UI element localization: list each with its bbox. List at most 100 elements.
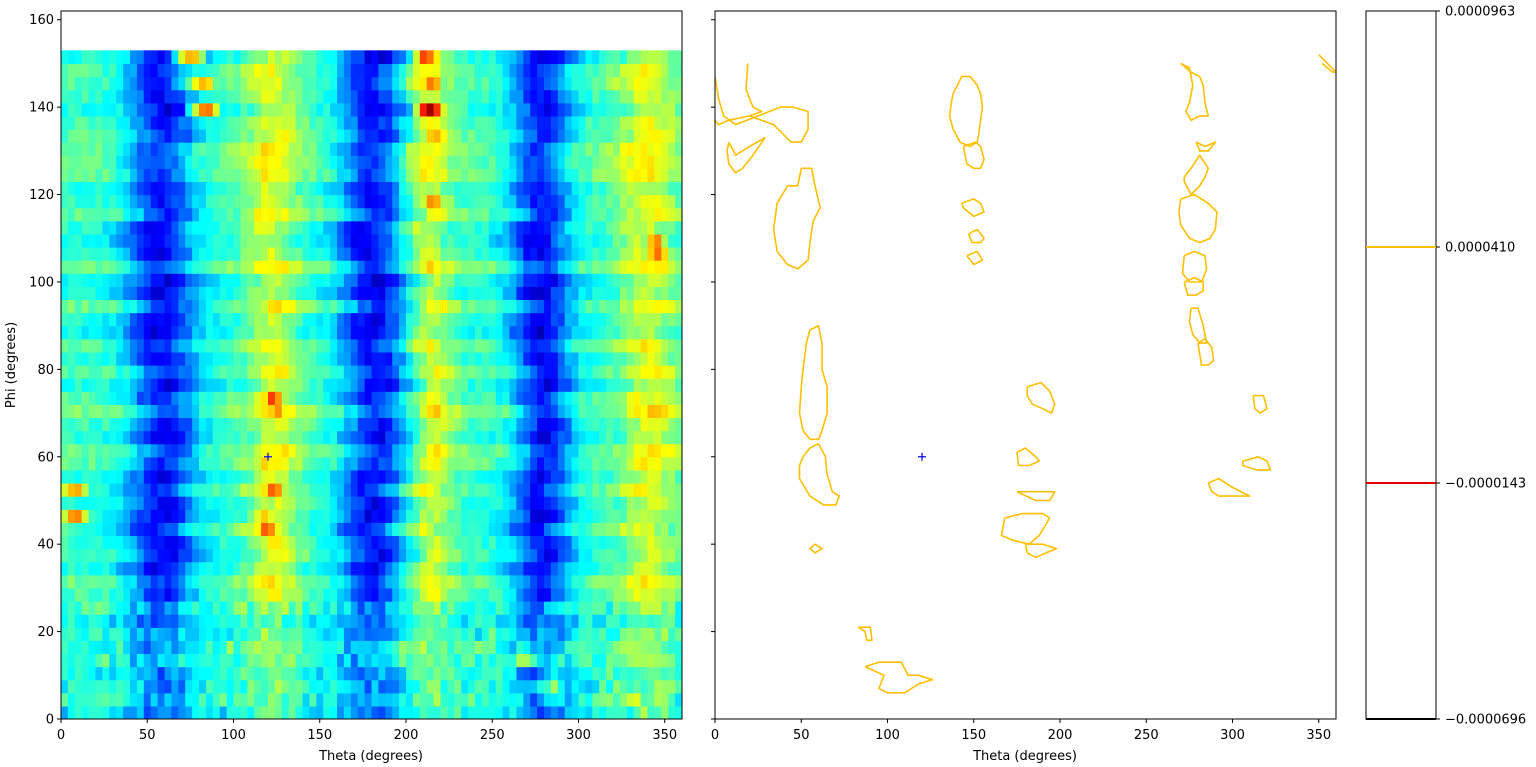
heatmap-cell <box>661 286 669 301</box>
heatmap-cell <box>143 168 152 183</box>
heatmap-cell <box>537 168 545 183</box>
heatmap-cell <box>205 640 214 655</box>
heatmap-cell <box>550 496 559 510</box>
heatmap-cell <box>343 404 352 419</box>
heatmap-cell <box>123 509 131 523</box>
heatmap-cell <box>564 509 573 523</box>
heatmap-cell <box>67 312 76 327</box>
heatmap-cell <box>109 365 117 379</box>
heatmap-cell <box>337 483 345 497</box>
heatmap-cell <box>330 456 338 471</box>
heatmap-cell <box>205 63 214 78</box>
heatmap-cell <box>212 63 221 78</box>
heatmap-cell <box>74 443 83 458</box>
heatmap-cell <box>247 102 255 117</box>
heatmap-cell <box>454 509 462 523</box>
heatmap-cell <box>337 666 345 681</box>
heatmap-cell <box>619 286 628 301</box>
heatmap-cell <box>440 207 448 222</box>
heatmap-cell <box>330 168 338 183</box>
heatmap-cell <box>516 561 524 576</box>
heatmap-cell <box>226 299 235 314</box>
heatmap-cell <box>661 496 669 510</box>
heatmap-cell <box>88 509 97 523</box>
heatmap-cell <box>481 509 490 523</box>
heatmap-cell <box>136 587 145 602</box>
heatmap-cell <box>274 430 283 445</box>
heatmap-cell <box>613 233 621 248</box>
heatmap-cell <box>619 181 628 196</box>
heatmap-cell <box>130 483 138 497</box>
heatmap-cell <box>357 627 366 641</box>
heatmap-cell <box>343 496 352 510</box>
heatmap-cell <box>564 430 573 445</box>
heatmap-cell <box>606 299 614 314</box>
heatmap-cell <box>495 168 504 183</box>
heatmap-cell <box>516 522 524 537</box>
heatmap-cell <box>102 417 110 432</box>
heatmap-cell <box>205 50 214 65</box>
heatmap-cell <box>302 181 310 196</box>
heatmap-cell <box>406 692 414 707</box>
heatmap-cell <box>261 325 269 340</box>
heatmap-cell <box>412 155 421 169</box>
heatmap-cell <box>461 614 469 628</box>
heatmap-cell <box>350 496 359 510</box>
heatmap-cell <box>378 89 386 104</box>
heatmap-cell <box>488 338 497 353</box>
heatmap-cell <box>392 509 400 523</box>
heatmap-cell <box>571 522 580 537</box>
heatmap-cell <box>661 640 669 655</box>
heatmap-cell <box>261 404 269 419</box>
heatmap-cell <box>550 194 559 209</box>
heatmap-cell <box>143 430 152 445</box>
heatmap-cell <box>143 89 152 104</box>
heatmap-cell <box>274 273 283 287</box>
heatmap-cell <box>550 129 559 143</box>
heatmap-cell <box>95 522 103 537</box>
heatmap-cell <box>150 299 159 314</box>
heatmap-cell <box>599 299 607 314</box>
heatmap-cell <box>288 548 297 563</box>
heatmap-cell <box>219 168 228 183</box>
heatmap-cell <box>537 181 545 196</box>
heatmap-cell <box>219 50 228 65</box>
heatmap-cell <box>412 102 421 117</box>
heatmap-cell <box>268 601 276 615</box>
heatmap-cell <box>412 260 421 274</box>
heatmap-cell <box>192 535 200 550</box>
heatmap-cell <box>233 640 241 655</box>
heatmap-cell <box>419 115 428 130</box>
heatmap-cell <box>192 456 200 471</box>
heatmap-cell <box>647 561 655 576</box>
heatmap-cell <box>143 378 152 392</box>
heatmap-cell <box>564 233 573 248</box>
heatmap-cell <box>143 653 152 668</box>
heatmap-cell <box>599 273 607 287</box>
heatmap-cell <box>385 705 393 719</box>
heatmap-cell <box>274 102 283 117</box>
heatmap-cell <box>143 102 152 117</box>
heatmap-cell <box>240 247 248 261</box>
heatmap-cell <box>192 76 200 91</box>
heatmap-cell <box>74 142 83 156</box>
heatmap-cell <box>226 496 235 510</box>
heatmap-cell <box>199 640 207 655</box>
heatmap-cell <box>475 365 483 379</box>
heatmap-cell <box>357 351 366 366</box>
heatmap-cell <box>392 207 400 222</box>
heatmap-cell <box>337 443 345 458</box>
heatmap-cell <box>654 601 662 615</box>
heatmap-cell <box>544 509 552 523</box>
heatmap-cell <box>399 535 407 550</box>
heatmap-cell <box>640 601 649 615</box>
heatmap-cell <box>364 456 373 471</box>
heatmap-cell <box>136 76 145 91</box>
heatmap-cell <box>199 220 207 235</box>
heatmap-cell <box>668 102 676 117</box>
heatmap-cell <box>378 522 386 537</box>
heatmap-cell <box>668 443 676 458</box>
heatmap-cell <box>516 456 524 471</box>
heatmap-cell <box>102 666 110 681</box>
heatmap-cell <box>350 181 359 196</box>
